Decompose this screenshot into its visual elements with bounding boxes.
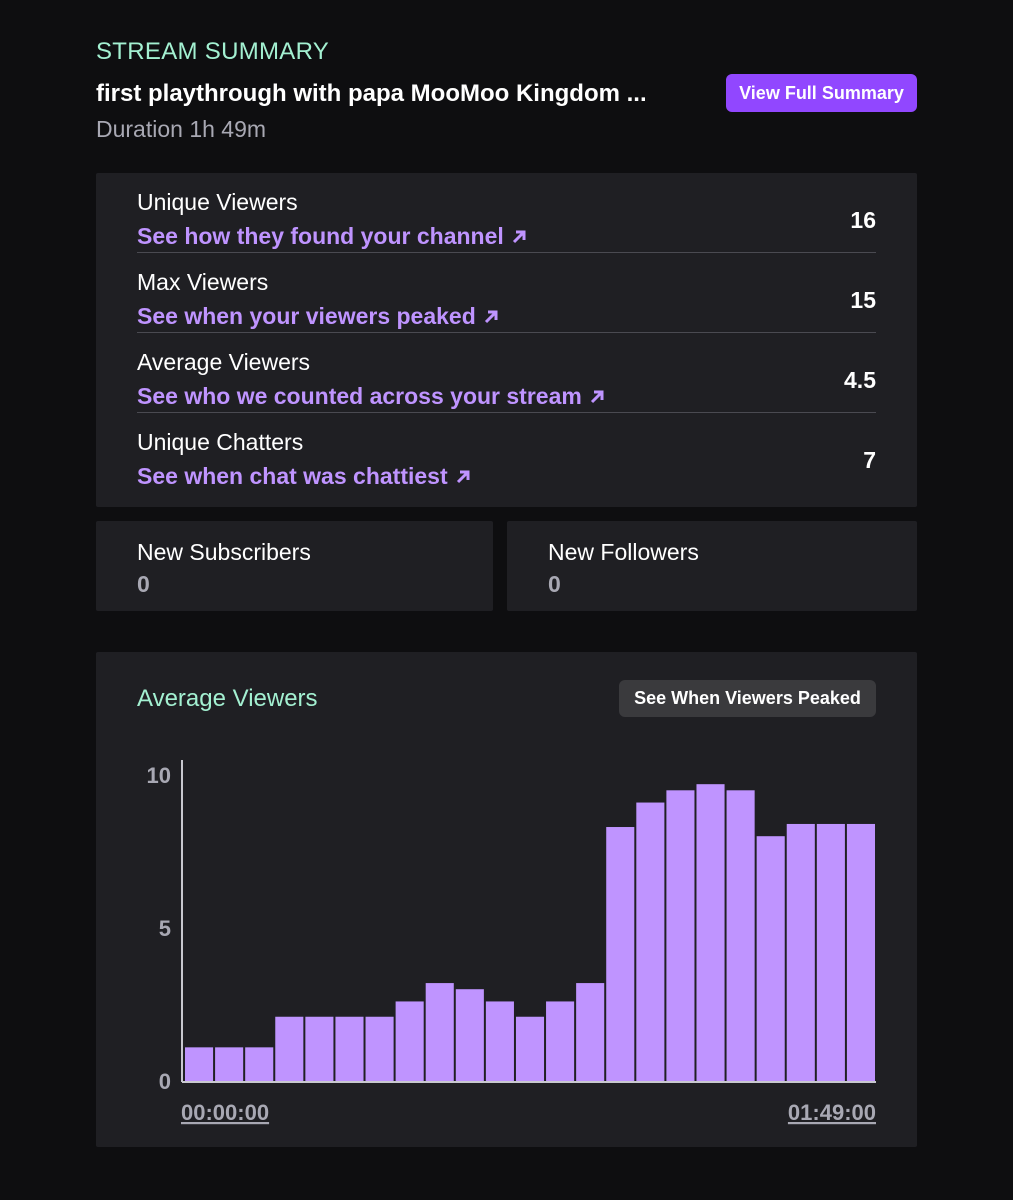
chart-bar [185,1047,214,1081]
chart-bar [275,1016,304,1081]
external-arrow-icon [456,470,470,483]
average-viewers-chart-card: 10 5 0 00:00:00 01:49:00 Average Viewers See… [96,652,917,1147]
mini-stat-label: New Followers [548,539,699,565]
chart-bar [816,823,845,1081]
y-tick-label: 5 [159,916,171,941]
stat-value: 16 [850,207,876,233]
stat-row-unique-viewers: Unique Viewers See how they found your c… [137,173,876,253]
stat-row-unique-chatters: Unique Chatters See when chat was chatti… [137,413,876,493]
stat-label: Unique Viewers [137,189,298,215]
chart-bar [846,823,875,1081]
stat-link-text: See when your viewers peaked [137,303,476,329]
chart-bar [756,836,785,1081]
external-arrow-icon [590,390,604,403]
chart-bar [365,1016,394,1081]
stat-value: 4.5 [844,367,876,393]
chart-bar [245,1047,274,1081]
y-tick-label: 0 [159,1069,171,1094]
chart-bar [305,1016,334,1081]
unique-viewers-link[interactable]: See how they found your channel [137,223,529,250]
unique-chatters-link[interactable]: See when chat was chattiest [137,463,473,490]
mini-stat-label: New Subscribers [137,539,311,565]
stat-label: Unique Chatters [137,429,304,455]
stat-value: 7 [863,447,876,473]
stream-duration: Duration 1h 49m [96,116,267,142]
stat-row-average-viewers: Average Viewers See who we counted acros… [137,333,876,413]
chart-bar [666,790,695,1081]
chart-bar [696,784,725,1081]
stats-card: Unique Viewers See how they found your c… [96,173,917,507]
chart-bar [425,983,454,1081]
new-followers-card: New Followers 0 [507,521,917,611]
chart-bar [606,827,635,1081]
chart-title: Average Viewers [137,685,318,712]
stat-label: Average Viewers [137,349,311,375]
stat-link-text: See who we counted across your stream [137,383,582,409]
average-viewers-chart: 10 5 0 00:00:00 01:49:00 [147,760,876,1125]
chart-bar [215,1047,244,1081]
new-subscribers-card: New Subscribers 0 [96,521,493,611]
chart-bar [786,823,815,1081]
external-arrow-icon [512,230,526,243]
chart-bar [636,802,665,1081]
chart-bar [455,989,484,1081]
stat-row-max-viewers: Max Viewers See when your viewers peaked… [137,253,876,333]
external-arrow-icon [484,310,498,323]
chart-bar [576,983,605,1081]
chart-bar [726,790,755,1081]
chart-bar [395,1001,424,1081]
max-viewers-link[interactable]: See when your viewers peaked [137,303,501,330]
x-start-time-label: 00:00:00 [181,1100,269,1125]
y-tick-label: 10 [147,763,171,788]
chart-bar [546,1001,575,1081]
stat-link-text: See how they found your channel [137,223,504,249]
mini-stat-value: 0 [548,571,561,597]
mini-stat-value: 0 [137,571,150,597]
chart-bar [485,1001,514,1081]
see-when-viewers-peaked-button[interactable]: See When Viewers Peaked [619,680,876,717]
stat-label: Max Viewers [137,269,269,295]
chart-bar [515,1016,545,1081]
stat-value: 15 [850,287,876,313]
section-eyebrow: STREAM SUMMARY [96,38,330,65]
chart-bar [335,1016,364,1081]
stat-link-text: See when chat was chattiest [137,463,448,489]
stream-title: first playthrough with papa MooMoo Kingd… [96,80,647,107]
view-full-summary-button[interactable]: View Full Summary [726,74,917,112]
x-end-time-label: 01:49:00 [788,1100,876,1125]
average-viewers-link[interactable]: See who we counted across your stream [137,383,607,410]
